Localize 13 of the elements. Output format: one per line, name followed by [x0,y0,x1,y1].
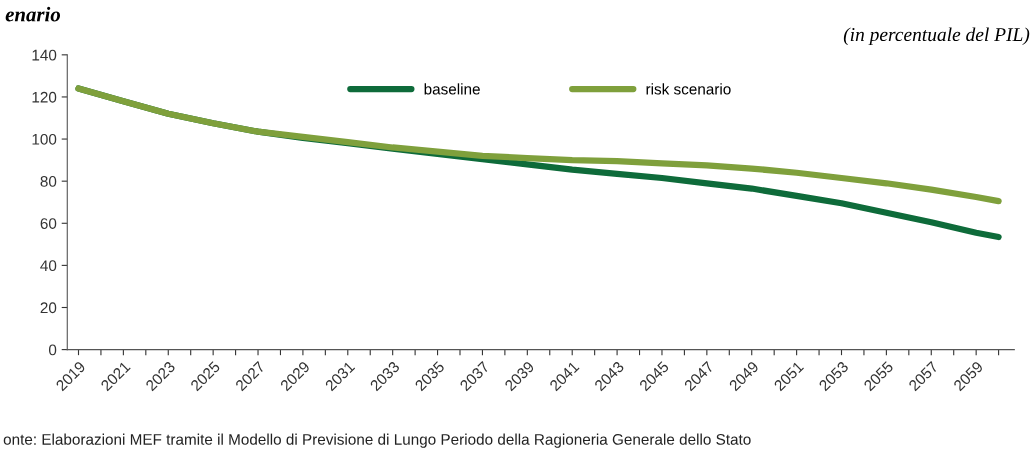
y-tick-label: 120 [32,91,57,103]
y-tick-label: 100 [32,133,57,145]
y-tick-label: 140 [32,49,57,61]
y-tick-label: 0 [48,344,57,356]
y-tick-label: 60 [40,218,57,229]
text: onte: Elaborazioni MEF tramite il Modello di Previsione di Lungo Periodo della Ragioneria Generale dello Stato [3,433,751,448]
text: (in percentuale del PIL) [843,27,1030,46]
y-tick-label: 20 [40,302,57,314]
legend-label: baseline [424,83,480,95]
y-tick-label: 40 [40,260,57,272]
y-tick-label: 80 [40,176,57,187]
chart-title: enario [5,6,61,22]
legend-label: risk scenario [646,83,731,95]
